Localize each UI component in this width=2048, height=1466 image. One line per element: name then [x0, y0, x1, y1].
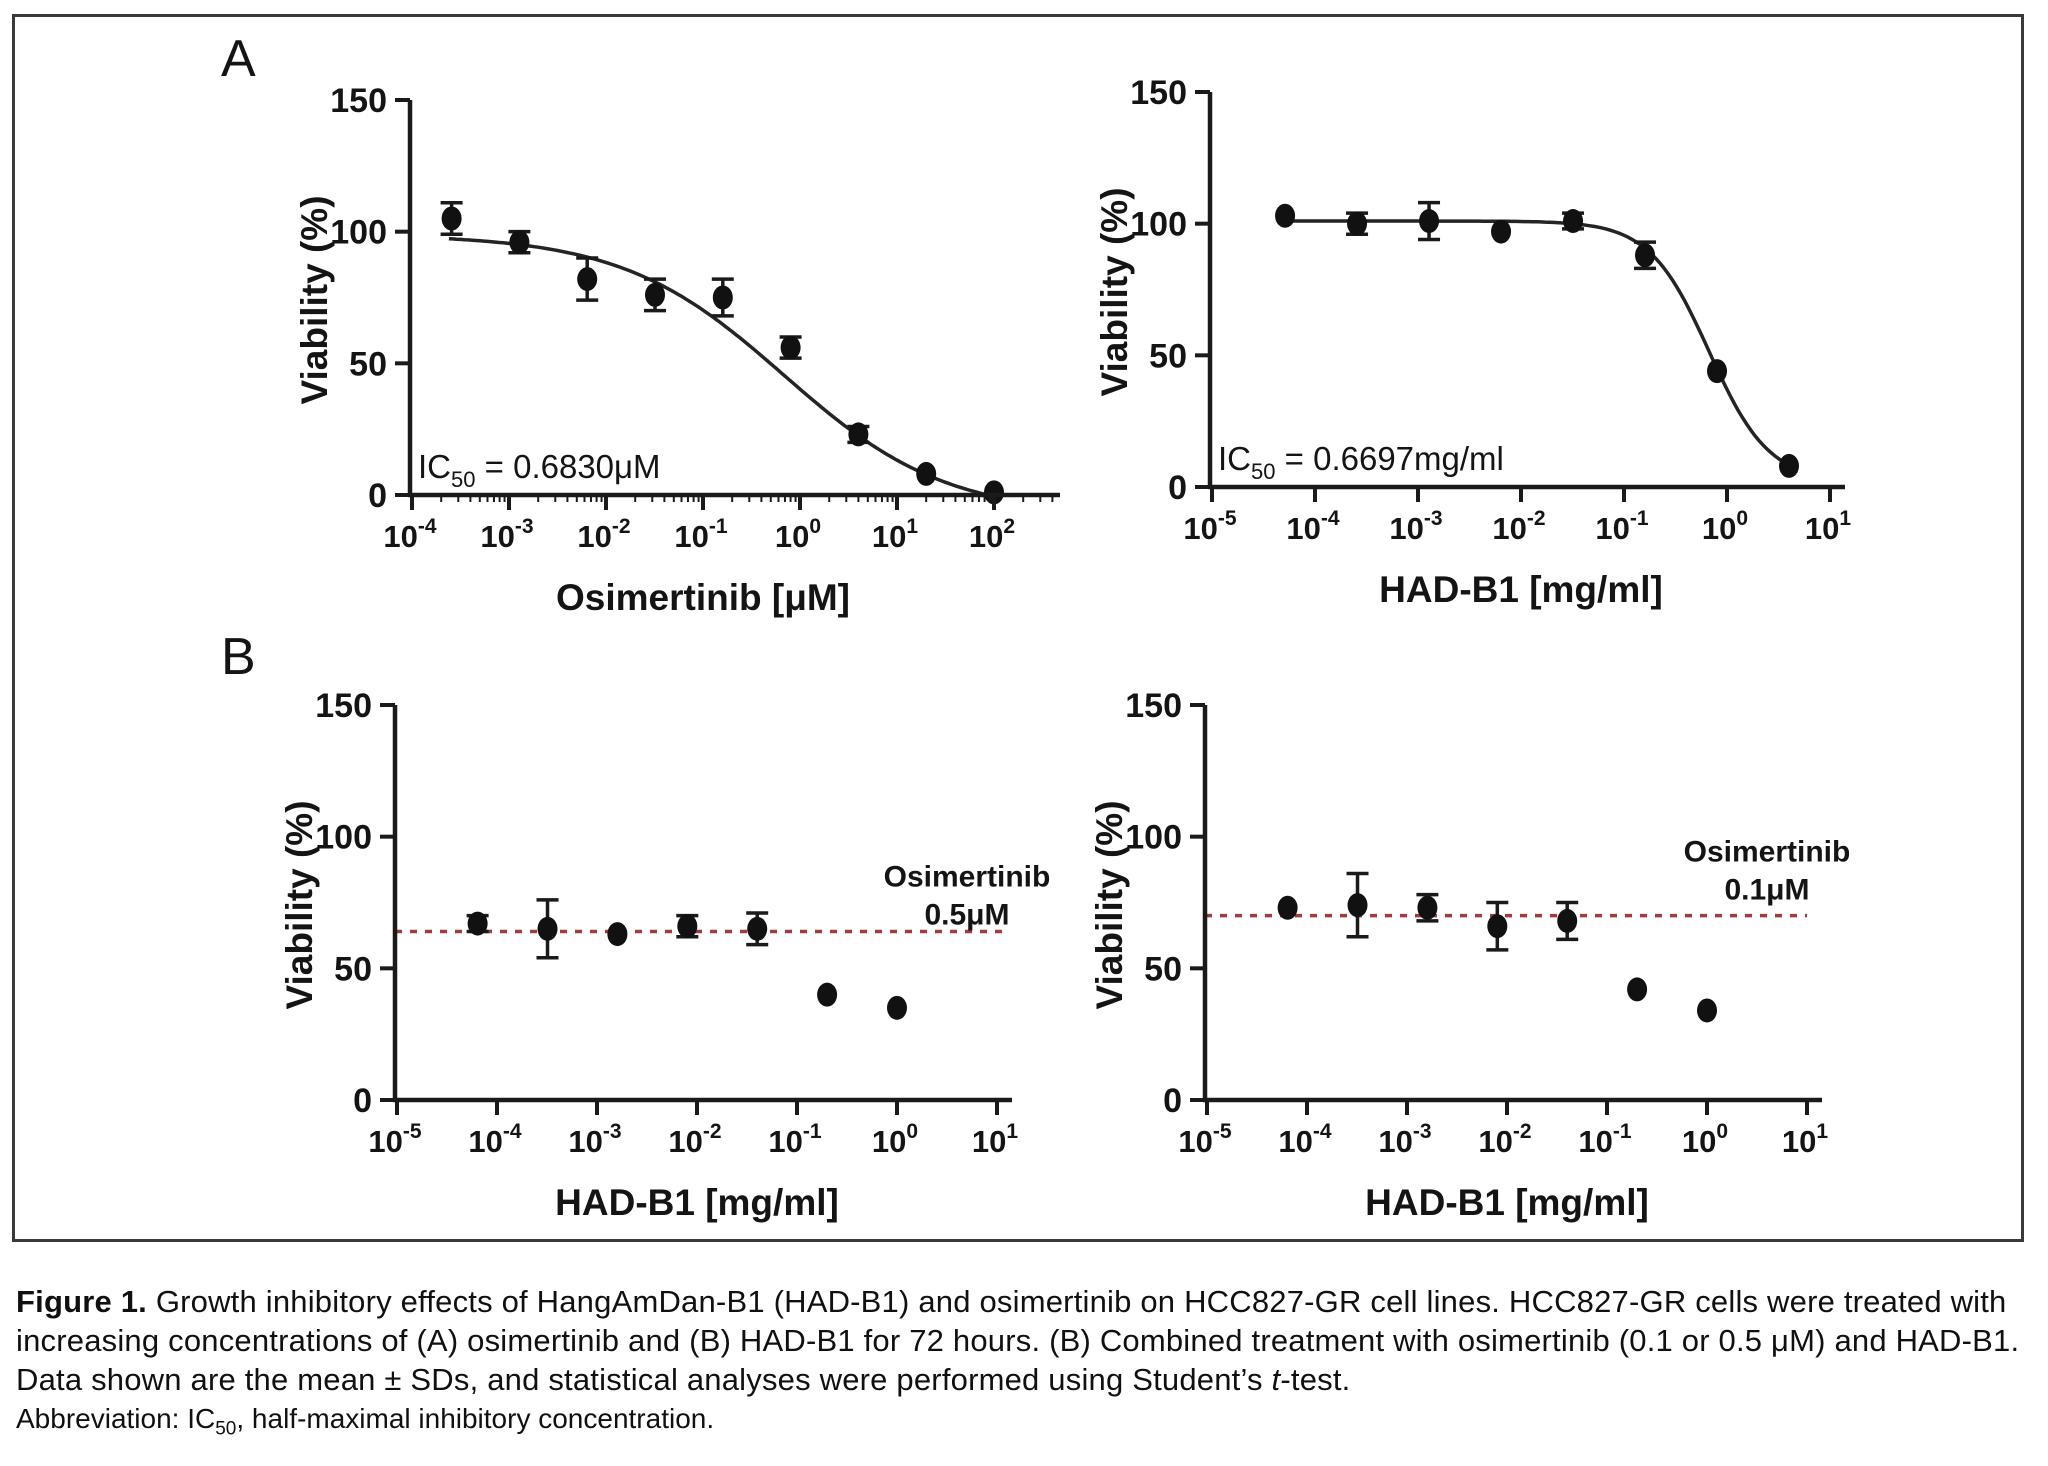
svg-text:10-3: 10-3: [568, 1120, 621, 1159]
svg-text:10-5: 10-5: [368, 1120, 421, 1159]
svg-text:102: 102: [969, 515, 1015, 554]
caption-abbreviation: Abbreviation: IC50, half-maximal inhibit…: [16, 1403, 715, 1440]
combination-chart-osimertinib-0p5: Osimertinib 0.5μM 0 50 100 150 10-5 10-4 10-3 10-…: [279, 687, 1051, 1223]
svg-text:150: 150: [1125, 687, 1182, 725]
svg-text:100: 100: [1130, 206, 1187, 244]
svg-text:10-3: 10-3: [1389, 507, 1442, 546]
svg-text:10-1: 10-1: [1595, 507, 1648, 546]
svg-text:10-3: 10-3: [480, 515, 533, 554]
caption-tail: -test.: [1280, 1362, 1351, 1397]
svg-text:10-4: 10-4: [383, 515, 436, 554]
svg-text:10-1: 10-1: [1578, 1120, 1631, 1159]
svg-text:HAD-B1 [mg/ml]: HAD-B1 [mg/ml]: [1365, 1182, 1649, 1223]
svg-text:50: 50: [1149, 337, 1187, 375]
panel-b-label: B: [221, 628, 256, 686]
svg-text:Viability (%): Viability (%): [294, 195, 335, 404]
svg-text:10-5: 10-5: [1183, 507, 1236, 546]
svg-text:HAD-B1 [mg/ml]: HAD-B1 [mg/ml]: [555, 1182, 839, 1223]
combination-chart-osimertinib-0p1: Osimertinib 0.1μM 0 50 100 150 10-5 10-4 10-3 10-…: [1089, 687, 1851, 1223]
svg-text:150: 150: [1130, 74, 1187, 112]
svg-text:10-1: 10-1: [674, 515, 727, 554]
svg-text:Osimertinib: Osimertinib: [1684, 836, 1851, 869]
svg-text:10-2: 10-2: [1478, 1120, 1531, 1159]
svg-text:10-5: 10-5: [1178, 1120, 1231, 1159]
svg-text:10-4: 10-4: [468, 1120, 521, 1159]
svg-text:100: 100: [872, 1120, 918, 1159]
svg-text:50: 50: [1144, 950, 1182, 988]
figure-caption: Figure 1. Growth inhibitory effects of H…: [16, 1282, 2034, 1449]
svg-text:10-1: 10-1: [768, 1120, 821, 1159]
svg-text:10-4: 10-4: [1278, 1120, 1331, 1159]
svg-text:IC50 = 0.6697mg/ml: IC50 = 0.6697mg/ml: [1218, 440, 1504, 484]
dose-response-chart-hadb1: 0 50 100 150 10-5 10-4 10-3 10-2 10-1 100 101 IC50 …: [1094, 74, 1851, 610]
svg-text:Viability (%): Viability (%): [279, 800, 320, 1009]
caption-italic-t: t: [1271, 1362, 1281, 1397]
caption-body: Growth inhibitory effects of HangAmDan-B…: [16, 1284, 2020, 1397]
svg-text:100: 100: [775, 515, 821, 554]
svg-text:101: 101: [1805, 507, 1851, 546]
svg-text:0: 0: [368, 477, 387, 515]
svg-text:0: 0: [1163, 1082, 1182, 1120]
caption-text: Figure 1. Growth inhibitory effects of H…: [16, 1282, 2034, 1399]
svg-text:100: 100: [1682, 1120, 1728, 1159]
svg-text:100: 100: [315, 819, 372, 857]
svg-text:101: 101: [1782, 1120, 1828, 1159]
svg-text:10-2: 10-2: [1492, 507, 1545, 546]
svg-text:Viability (%): Viability (%): [1089, 800, 1130, 1009]
dose-response-chart-osimertinib: 0 50 100 150 10-4 10-3 10-2 10-1 100 101 102 IC50 =…: [294, 82, 1060, 618]
svg-text:0.1μM: 0.1μM: [1724, 874, 1809, 907]
svg-text:101: 101: [872, 515, 918, 554]
svg-text:150: 150: [330, 82, 387, 120]
svg-text:10-3: 10-3: [1378, 1120, 1431, 1159]
svg-text:HAD-B1 [mg/ml]: HAD-B1 [mg/ml]: [1379, 569, 1663, 610]
svg-text:10-2: 10-2: [668, 1120, 721, 1159]
svg-text:50: 50: [349, 345, 387, 383]
svg-text:0: 0: [353, 1082, 372, 1120]
svg-text:Osimertinib [μM]: Osimertinib [μM]: [556, 577, 850, 618]
panel-a-label: A: [221, 30, 256, 88]
svg-text:Viability (%): Viability (%): [1094, 187, 1135, 396]
svg-text:101: 101: [972, 1120, 1018, 1159]
svg-text:0: 0: [1168, 469, 1187, 507]
svg-text:10-4: 10-4: [1286, 507, 1339, 546]
svg-text:10-2: 10-2: [577, 515, 630, 554]
svg-text:100: 100: [1702, 507, 1748, 546]
svg-text:100: 100: [330, 214, 387, 252]
svg-text:IC50 = 0.6830μM: IC50 = 0.6830μM: [418, 448, 661, 492]
svg-text:50: 50: [334, 950, 372, 988]
figure-border-box: A B 0 50 100 150 10-4 10-3 10-2 10-1 100 101 102 IC…: [12, 14, 2024, 1242]
svg-text:0.5μM: 0.5μM: [924, 898, 1009, 931]
svg-text:150: 150: [315, 687, 372, 725]
svg-text:Osimertinib: Osimertinib: [884, 860, 1051, 893]
caption-figure-number: Figure 1.: [16, 1284, 147, 1319]
svg-text:100: 100: [1125, 819, 1182, 857]
